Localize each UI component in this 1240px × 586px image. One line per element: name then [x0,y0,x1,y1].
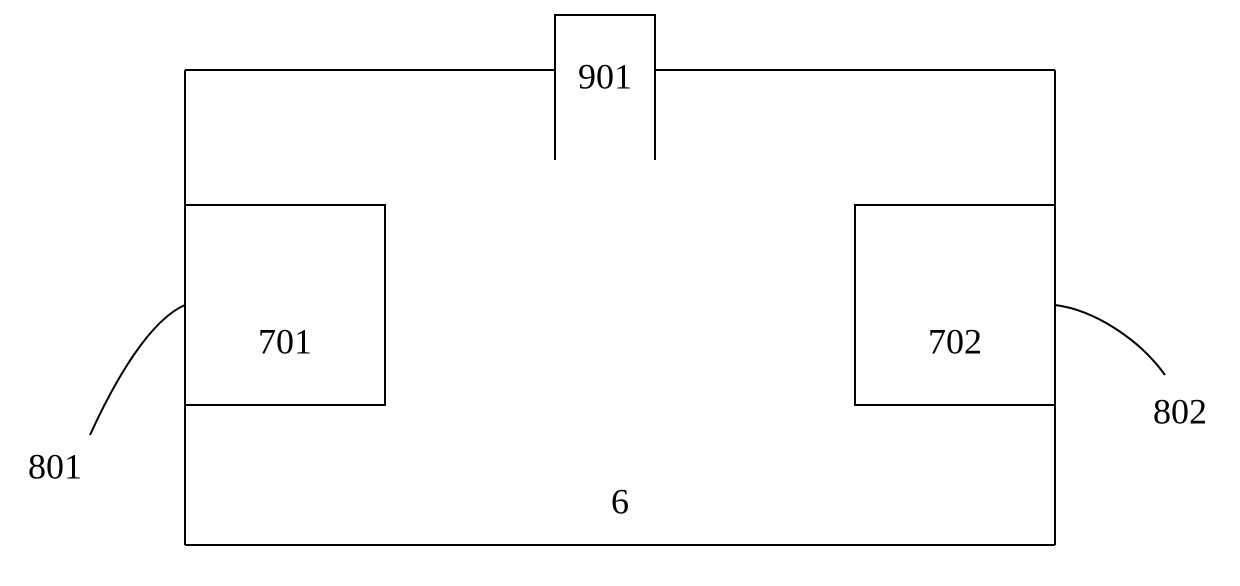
block-901-label: 901 [578,56,632,96]
main-box-label: 6 [611,481,629,521]
block-701 [185,205,385,405]
block-702 [855,205,1055,405]
block-702-label: 702 [928,321,982,361]
lead-801 [90,305,185,435]
lead-801-label: 801 [28,446,82,486]
lead-802-label: 802 [1153,391,1207,431]
block-701-label: 701 [258,321,312,361]
lead-802 [1055,305,1165,375]
